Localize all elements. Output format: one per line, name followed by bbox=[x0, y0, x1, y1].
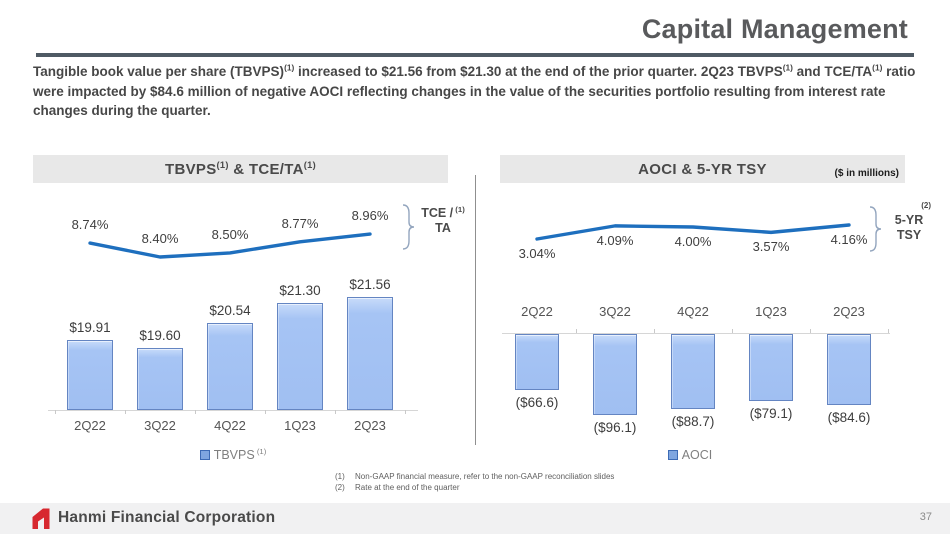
line-value-label: 8.77% bbox=[281, 215, 319, 231]
aoci-plot: 3.04% 4.09% 4.00% 3.57% 4.16% (2) 5-YR TSY ($66.… bbox=[500, 190, 931, 490]
bar-value-label: $19.91 bbox=[69, 319, 111, 335]
header-divider bbox=[36, 53, 914, 57]
line-value-label: 4.16% bbox=[830, 232, 868, 247]
axis-tick bbox=[265, 410, 266, 414]
legend: AOCI bbox=[550, 448, 830, 462]
tbvps-chart: TBVPS(1) & TCE/TA(1) 8.74% 8.40% 8.50% 8.77… bbox=[33, 155, 470, 490]
category-label: 3Q22 bbox=[599, 304, 631, 319]
footnotes: (1) Non-GAAP financial measure, refer to… bbox=[335, 471, 614, 493]
aoci-bar bbox=[671, 334, 715, 409]
category-label: 2Q22 bbox=[521, 304, 553, 319]
bar-value-label: $19.60 bbox=[139, 327, 181, 343]
footnote-2: (2) Rate at the end of the quarter bbox=[335, 483, 460, 492]
bar-value-label: $21.56 bbox=[349, 276, 391, 292]
tbvps-bar bbox=[207, 323, 253, 410]
axis-tick bbox=[732, 329, 733, 333]
tbvps-bar bbox=[277, 303, 323, 410]
footer-bar: Hanmi Financial Corporation 37 bbox=[0, 503, 950, 534]
aoci-bar bbox=[827, 334, 871, 406]
trend-line bbox=[535, 223, 851, 241]
axis-bracket bbox=[869, 206, 882, 252]
axis-tick bbox=[654, 329, 655, 333]
intro-text: Tangible book value per share (TBVPS)(1)… bbox=[33, 62, 916, 118]
category-label: 3Q22 bbox=[144, 418, 176, 433]
tbvps-plot: 8.74% 8.40% 8.50% 8.77% 8.96% TCE / (1) TA $19.… bbox=[33, 190, 470, 490]
legend-label: TBVPS (1) bbox=[213, 446, 267, 462]
category-label: 2Q22 bbox=[74, 418, 106, 433]
hanmi-logo-icon bbox=[30, 506, 52, 530]
bar-value-label: ($96.1) bbox=[593, 420, 637, 435]
line-value-label: 8.96% bbox=[351, 208, 389, 224]
aoci-chart-title: AOCI & 5-YR TSY bbox=[638, 160, 767, 178]
line-value-label: 3.04% bbox=[518, 246, 556, 261]
legend-label: AOCI bbox=[681, 448, 713, 462]
footnote-1: (1) Non-GAAP financial measure, refer to… bbox=[335, 472, 615, 481]
x-axis bbox=[48, 410, 418, 411]
aoci-bar bbox=[749, 334, 793, 401]
category-label: 4Q22 bbox=[677, 304, 709, 319]
category-label: 1Q23 bbox=[284, 418, 316, 433]
bar-value-label: ($66.6) bbox=[515, 395, 559, 411]
axis-tick bbox=[810, 329, 811, 333]
chart-divider bbox=[475, 175, 476, 445]
line-value-label: 8.50% bbox=[211, 226, 249, 242]
footer-brand: Hanmi Financial Corporation bbox=[30, 506, 275, 530]
axis-tick bbox=[576, 329, 577, 333]
tbvps-bar bbox=[67, 339, 113, 410]
axis-tick bbox=[335, 410, 336, 414]
unit-note: ($ in millions) bbox=[834, 168, 899, 179]
tbvps-bar bbox=[137, 347, 183, 410]
category-label: 1Q23 bbox=[755, 304, 787, 319]
axis-tick bbox=[888, 329, 889, 333]
line-value-label: 4.09% bbox=[596, 232, 634, 248]
category-label: 2Q23 bbox=[354, 418, 386, 433]
axis-tick bbox=[55, 410, 56, 414]
axis-tick bbox=[405, 410, 406, 414]
legend-swatch-icon bbox=[667, 450, 678, 460]
tbvps-chart-title-bar: TBVPS(1) & TCE/TA(1) bbox=[33, 155, 448, 183]
x-axis bbox=[502, 333, 890, 334]
line-value-label: 4.00% bbox=[674, 234, 712, 249]
legend: TBVPS (1) bbox=[93, 446, 373, 462]
bar-value-label: $20.54 bbox=[209, 303, 251, 319]
axis-tick bbox=[125, 410, 126, 414]
trend-line bbox=[88, 232, 372, 259]
bar-value-label: $21.30 bbox=[279, 283, 321, 299]
bar-value-label: ($88.7) bbox=[671, 413, 715, 429]
page-number: 37 bbox=[919, 511, 932, 523]
bar-value-label: ($79.1) bbox=[749, 405, 793, 421]
axis-bracket bbox=[402, 204, 415, 250]
line-axis-label: TCE / (1) TA bbox=[421, 204, 465, 235]
company-name: Hanmi Financial Corporation bbox=[58, 509, 276, 526]
line-value-label: 3.57% bbox=[752, 239, 790, 255]
aoci-bar bbox=[515, 334, 559, 391]
line-value-label: 8.74% bbox=[71, 217, 109, 233]
line-value-label: 8.40% bbox=[141, 231, 179, 246]
bar-value-label: ($84.6) bbox=[827, 410, 871, 426]
aoci-bar bbox=[593, 334, 637, 415]
page-title: Capital Management bbox=[641, 14, 908, 44]
aoci-chart: AOCI & 5-YR TSY ($ in millions) 3.04% 4.0… bbox=[500, 155, 931, 490]
axis-tick bbox=[195, 410, 196, 414]
category-label: 4Q22 bbox=[214, 418, 246, 433]
tbvps-chart-title: TBVPS(1) & TCE/TA(1) bbox=[165, 159, 316, 178]
tbvps-bar bbox=[347, 296, 393, 410]
line-axis-label: (2) 5-YR TSY bbox=[894, 201, 931, 242]
category-label: 2Q23 bbox=[833, 304, 865, 319]
legend-swatch-icon bbox=[199, 450, 210, 460]
aoci-chart-title-bar: AOCI & 5-YR TSY ($ in millions) bbox=[500, 155, 905, 183]
